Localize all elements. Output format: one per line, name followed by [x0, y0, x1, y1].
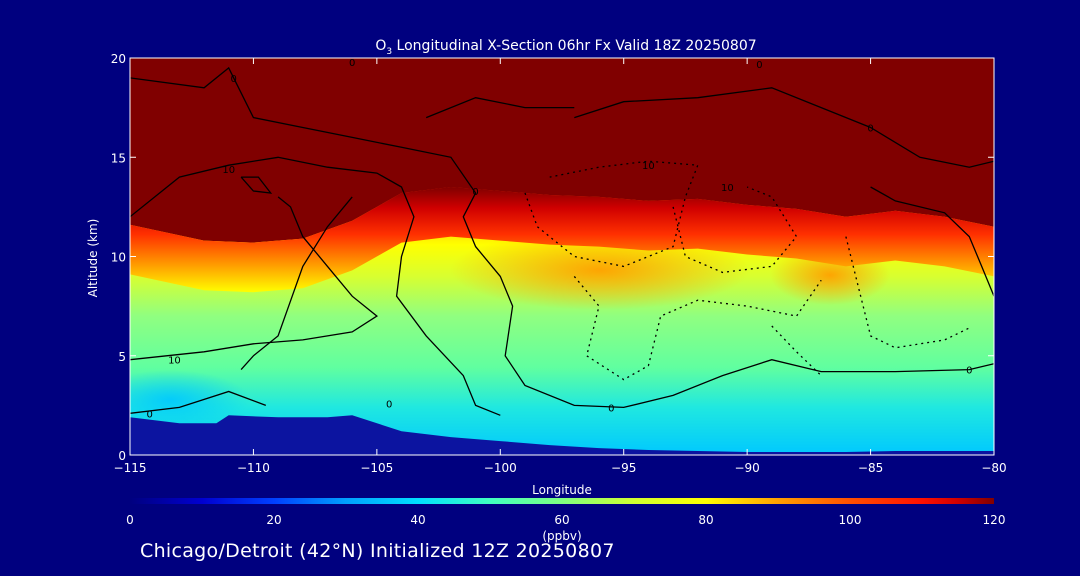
- contour-label: 10: [222, 165, 235, 176]
- colorbar-tick-label: 80: [698, 513, 713, 527]
- ozone-contour-lines: [130, 66, 994, 416]
- terrain-mask: [130, 415, 994, 455]
- colorbar-tick-label: 60: [554, 513, 569, 527]
- x-tick-label: −115: [114, 461, 147, 475]
- contour-line: [573, 275, 822, 381]
- colorbar-tick-label: 120: [983, 513, 1006, 527]
- contour-label: 0: [966, 366, 972, 377]
- colorbar-label: (ppbv): [542, 529, 581, 543]
- colorbar-tick-label: 40: [410, 513, 425, 527]
- contour-line: [130, 196, 379, 361]
- x-tick-label: −90: [734, 461, 759, 475]
- colorbar-tick-label: 20: [266, 513, 281, 527]
- contour-labels: 10 0 10 0 10 10 0 0 0 0 0 0 0: [147, 58, 973, 420]
- contour-label: 10: [642, 161, 655, 172]
- title-prefix: O: [375, 38, 386, 54]
- contour-line: [240, 196, 353, 371]
- contour-line: [574, 87, 994, 168]
- y-axis-label: Altitude (km): [86, 219, 100, 298]
- title-subscript: 3: [386, 47, 392, 57]
- y-tick-label: 0: [118, 449, 126, 463]
- low-ozone-region: [130, 370, 250, 430]
- x-axis-label: Longitude: [532, 483, 592, 497]
- contour-line: [130, 156, 501, 416]
- contour-label: 0: [608, 403, 614, 414]
- y-tick-label: 10: [111, 251, 126, 265]
- contour-line: [240, 176, 273, 194]
- chart-title: O3 Longitudinal X-Section 06hr Fx Valid …: [375, 38, 756, 57]
- x-tick-label: −85: [858, 461, 883, 475]
- y-tick-label: 5: [118, 350, 126, 364]
- contour-line: [425, 97, 575, 119]
- x-tick-label: −105: [360, 461, 393, 475]
- contour-label: 0: [472, 187, 478, 198]
- contour-label: 0: [867, 123, 873, 134]
- tropopause-transition: [130, 187, 994, 293]
- contour-label: 0: [386, 399, 392, 410]
- high-ozone-region: [450, 230, 750, 310]
- x-tick-label: −95: [611, 461, 636, 475]
- colorbar-tick-label: 100: [839, 513, 862, 527]
- contour-label: 10: [721, 183, 734, 194]
- contour-line: [130, 66, 994, 409]
- contour-label: 0: [349, 58, 355, 69]
- y-tick-label: 20: [111, 52, 126, 66]
- plot-area: 10 0 10 0 10 10 0 0 0 0 0 0 0: [130, 58, 994, 455]
- x-tick-label: −110: [237, 461, 270, 475]
- contour-line: [845, 236, 970, 349]
- contour-label: 0: [147, 409, 153, 420]
- x-tick-label: −80: [981, 461, 1006, 475]
- contour-label: 0: [230, 74, 236, 85]
- stratosphere-region: [130, 58, 994, 243]
- contour-label: 0: [756, 60, 762, 71]
- title-rest: Longitudinal X-Section 06hr Fx Valid 18Z…: [392, 38, 757, 54]
- colorbar: [130, 498, 994, 504]
- contour-line: [130, 390, 267, 414]
- x-tick-label: −100: [484, 461, 517, 475]
- contour-line: [870, 186, 994, 297]
- x-axis: −115 −110 −105 −100 −95 −90 −85 −80: [114, 58, 1007, 475]
- y-tick-label: 15: [111, 151, 126, 165]
- contour-label: 10: [168, 356, 181, 367]
- colorbar-ticks: 0 20 40 60 80 100 120: [126, 513, 1005, 527]
- y-axis: 0 5 10 15 20: [111, 52, 994, 463]
- footer-caption: Chicago/Detroit (42°N) Initialized 12Z 2…: [140, 540, 615, 562]
- colorbar-tick-label: 0: [126, 513, 134, 527]
